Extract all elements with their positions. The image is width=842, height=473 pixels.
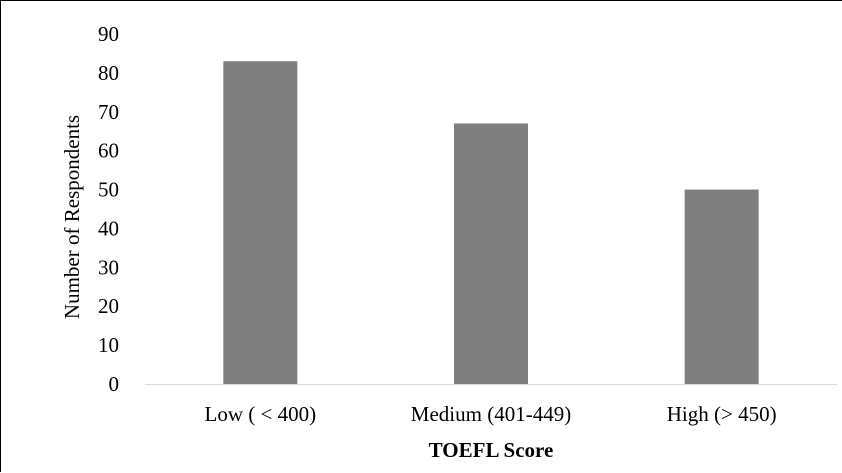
y-tick-label: 50 <box>98 178 119 202</box>
bar-1 <box>454 123 528 384</box>
x-tick-labels: Low ( < 400) Medium (401-449) High (> 450) <box>205 402 777 426</box>
x-tick-label: High (> 450) <box>667 402 777 426</box>
bar-2 <box>684 189 759 384</box>
bar-0 <box>223 61 298 384</box>
bars-layer <box>223 61 759 384</box>
y-tick-label: 80 <box>98 61 119 85</box>
y-tick-label: 40 <box>98 216 119 240</box>
y-tick-label: 0 <box>109 372 120 396</box>
y-tick-label: 20 <box>98 294 119 318</box>
x-tick-label: Medium (401-449) <box>411 402 571 426</box>
y-axis-title: Number of Respondents <box>60 115 84 319</box>
y-tick-label: 90 <box>98 22 119 46</box>
y-tick-label: 60 <box>98 139 119 163</box>
x-tick-label: Low ( < 400) <box>205 402 317 426</box>
y-tick-labels: 0 10 20 30 40 50 60 70 80 90 <box>98 22 119 396</box>
x-axis-title: TOEFL Score <box>429 438 554 462</box>
y-tick-label: 30 <box>98 255 119 279</box>
y-tick-label: 70 <box>98 100 119 124</box>
y-tick-label: 10 <box>98 333 119 357</box>
